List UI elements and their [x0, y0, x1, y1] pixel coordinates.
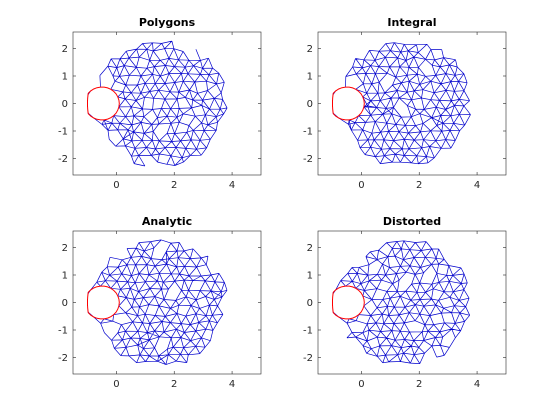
domain-boundary	[332, 285, 365, 320]
x-tick-label: 4	[229, 379, 235, 390]
axes-frame	[72, 31, 262, 176]
x-tick-label: 0	[113, 379, 119, 390]
x-tick-label: 4	[474, 379, 480, 390]
mesh	[332, 42, 471, 165]
y-tick-label: -2	[58, 154, 68, 165]
y-tick-label: 2	[62, 243, 68, 254]
y-tick-label: 1	[307, 72, 313, 83]
y-tick-label: -2	[303, 353, 313, 364]
y-tick-label: 1	[62, 271, 68, 282]
x-tick-label: 2	[416, 379, 422, 390]
y-tick-label: -2	[58, 353, 68, 364]
y-tick-label: 0	[62, 99, 68, 110]
x-tick-label: 2	[171, 379, 177, 390]
domain-boundary	[87, 86, 120, 121]
x-tick-label: 2	[416, 180, 422, 191]
y-tick-label: -1	[303, 326, 313, 337]
y-tick-label: -1	[58, 326, 68, 337]
y-tick-label: -2	[303, 154, 313, 165]
subplot-3: 0 2 4 -2 -1 0 1 2 Analytic	[58, 215, 262, 390]
y-tick-label: 0	[62, 298, 68, 309]
y-tick-label: 2	[62, 44, 68, 55]
domain-boundary	[87, 285, 120, 320]
mesh	[332, 240, 471, 364]
axes-frame	[317, 31, 507, 176]
x-tick-label: 0	[358, 379, 364, 390]
subplot-title: Analytic	[142, 215, 192, 228]
y-tick-label: -1	[303, 127, 313, 138]
mesh	[87, 239, 228, 365]
y-tick-label: 2	[307, 243, 313, 254]
domain-boundary	[332, 86, 365, 121]
subplot-1: 0 2 4 -2 -1 0 1 2 Polygons	[58, 16, 262, 191]
y-tick-label: 1	[62, 72, 68, 83]
y-tick-label: 2	[307, 44, 313, 55]
x-tick-label: 0	[358, 180, 364, 191]
x-tick-label: 4	[229, 180, 235, 191]
y-tick-label: 1	[307, 271, 313, 282]
y-tick-label: 0	[307, 298, 313, 309]
x-tick-label: 0	[113, 180, 119, 191]
x-tick-label: 4	[474, 180, 480, 191]
subplot-title: Distorted	[383, 215, 441, 228]
y-tick-label: 0	[307, 99, 313, 110]
subplot-2: 0 2 4 -2 -1 0 1 2 Integral	[303, 16, 507, 191]
mesh	[87, 40, 228, 167]
y-tick-label: -1	[58, 127, 68, 138]
subplot-title: Integral	[387, 16, 436, 29]
axes-frame	[317, 230, 507, 375]
subplot-title: Polygons	[139, 16, 196, 29]
axes-frame	[72, 230, 262, 375]
x-tick-label: 2	[171, 180, 177, 191]
subplot-4: 0 2 4 -2 -1 0 1 2 Distorted	[303, 215, 507, 390]
